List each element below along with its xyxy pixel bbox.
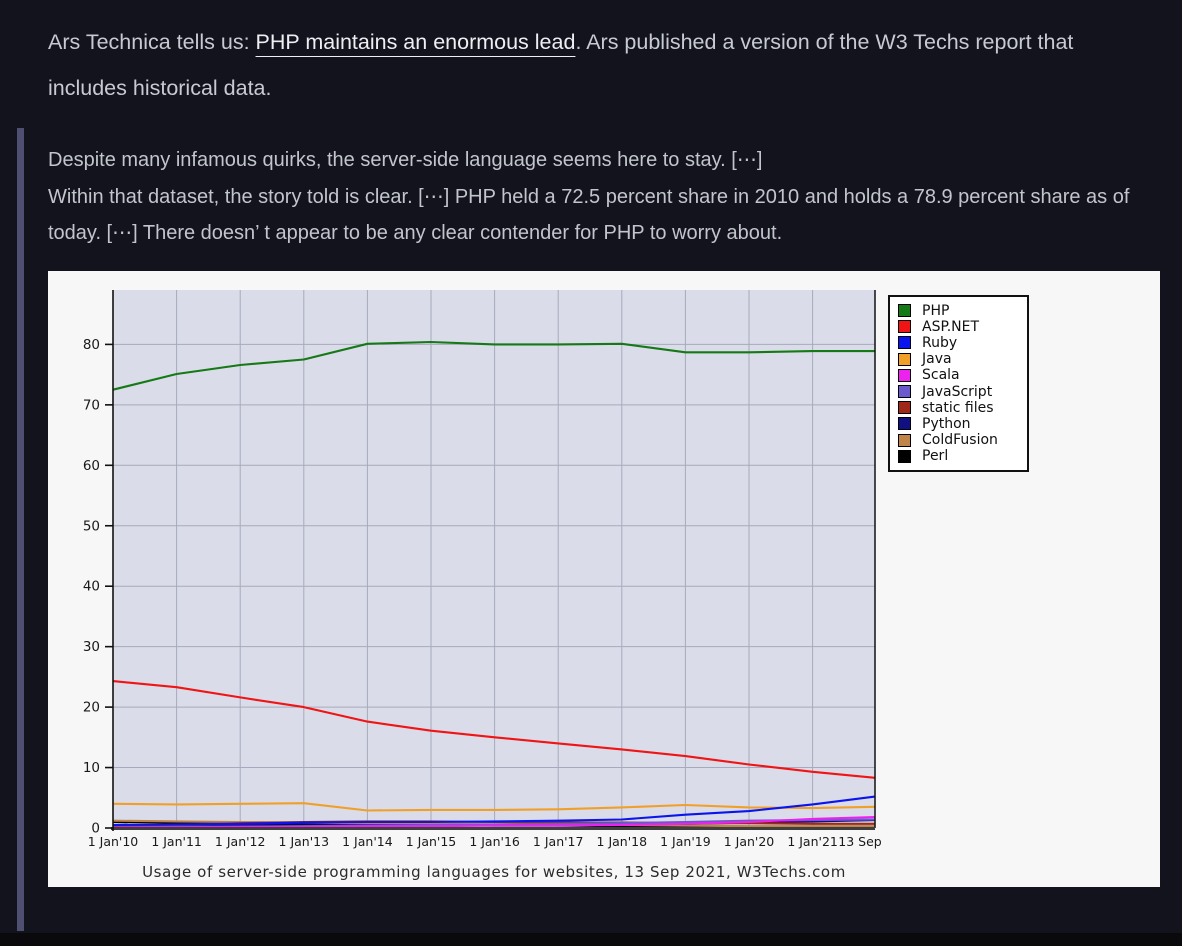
series-line-ruby [112,795,876,826]
x-tick-label: 1 Jan'15 [406,834,457,849]
intro-suffix: . Ars published a version of the W3 Tech… [48,30,1080,100]
y-tick-label: 0 [91,820,100,836]
legend-swatch-icon [898,352,911,366]
legend-swatch-icon [898,401,911,415]
legend-item: Ruby [898,335,1019,351]
x-tick-label: 1 Jan'17 [533,834,584,849]
x-tick-label: 1 Jan'21 [787,834,838,849]
article-link[interactable]: PHP maintains an enormous lead [255,30,576,54]
legend-item: JavaScript [898,383,1019,400]
legend-swatch-icon [898,433,911,447]
legend-swatch-icon [898,336,911,350]
series-line-scala [113,815,876,828]
legend-item: static files [898,400,1019,416]
y-tick-label: 60 [83,457,100,473]
legend-item: PHP [898,303,1019,319]
x-tick-label: 1 Jan'11 [151,834,202,849]
legend-label: PHP [922,302,950,319]
series-line-java [112,801,876,812]
legend-item: ASP.NET [898,319,1019,335]
quote-line-1: Despite many infamous quirks, the server… [48,149,763,171]
x-tick-label: 1 Jan'14 [342,834,393,849]
x-tick-label: 1 Jan'10 [88,834,139,849]
legend-item: ColdFusion [898,432,1019,448]
chart-legend: PHP ASP.NET Ruby Java Scala JavaScript static … [888,294,1029,473]
legend-item: Python [898,416,1019,432]
y-tick-label: 10 [83,760,100,776]
legend-label: Python [922,415,971,432]
x-tick-label: 1 Jan'12 [215,834,266,849]
chart-caption: Usage of server-side programming languag… [142,862,846,881]
series-line-asp.net [112,679,876,779]
x-tick-label: 13 Sep [838,834,882,849]
y-tick-label: 40 [83,578,100,594]
y-tick-label: 70 [83,397,100,413]
legend-label: ASP.NET [922,318,980,335]
legend-label: Java [922,351,952,368]
x-tick-label: 1 Jan'13 [279,834,330,849]
legend-swatch-icon [898,449,911,463]
legend-label: Perl [922,448,949,465]
chart-canvas: 0 10 20 30 40 50 60 70 80 1 Jan'10 1 Jan'11 1 Jan'1… [83,289,882,849]
legend-label: ColdFusion [922,432,998,449]
x-tick-label: 1 Jan'16 [469,834,520,849]
legend-item: Java [898,351,1019,367]
legend-item: Scala [898,367,1019,383]
legend-label: Ruby [922,334,958,351]
usage-chart-figure: 0 10 20 30 40 50 60 70 80 1 Jan'10 1 Jan'11 1 Jan'1… [48,270,1160,887]
legend-swatch-icon [898,304,911,318]
intro-prefix: Ars Technica tells us: [48,30,256,54]
y-tick-label: 80 [83,336,100,352]
quote-line-2: Within that dataset, the story told is c… [48,185,1130,245]
legend-swatch-icon [898,368,911,382]
x-tick-label: 1 Jan'19 [660,834,711,849]
legend-swatch-icon [898,320,911,334]
legend-label: JavaScript [922,383,993,400]
legend-label: static files [922,399,994,416]
plot-area [113,289,875,828]
x-tick-label: 1 Jan'18 [597,834,648,849]
y-tick-label: 50 [83,518,100,534]
x-tick-label: 1 Jan'20 [724,834,775,849]
legend-swatch-icon [898,385,911,399]
y-tick-label: 30 [83,639,100,655]
legend-item: Perl [898,448,1019,464]
blockquote: Despite many infamous quirks, the server… [17,128,1165,931]
intro-paragraph: Ars Technica tells us: PHP maintains an … [48,19,1128,111]
window-bottom-edge [0,933,1182,946]
legend-swatch-icon [898,417,911,431]
series-line-php [112,340,875,391]
y-tick-label: 20 [83,699,100,715]
legend-label: Scala [922,367,960,384]
